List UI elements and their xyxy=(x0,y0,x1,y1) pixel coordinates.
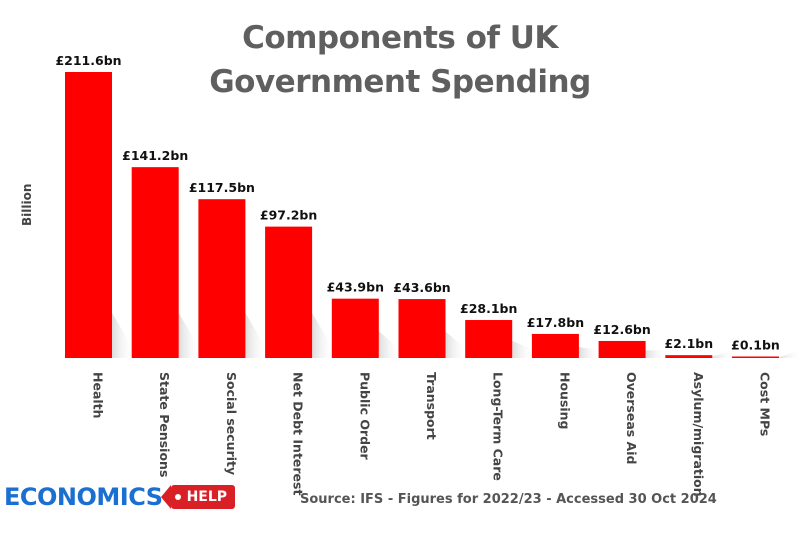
bar-value-label: £12.6bn xyxy=(593,322,650,337)
logo-text: ECONOMICS xyxy=(4,483,163,511)
x-tick-label: State Pensions xyxy=(157,372,172,477)
bar-value-label: £117.5bn xyxy=(189,180,255,195)
chart-title-line-2: Government Spending xyxy=(209,64,591,100)
economics-help-logo: ECONOMICS HELP xyxy=(4,482,236,512)
bar-value-label: £2.1bn xyxy=(664,336,713,351)
source-note: Source: IFS - Figures for 2022/23 - Acce… xyxy=(300,492,717,507)
bar-value-label: £0.1bn xyxy=(731,338,780,353)
bar-value-label: £17.8bn xyxy=(527,315,584,330)
bar-shadow xyxy=(578,347,601,358)
bar-social-security xyxy=(198,199,246,358)
bar-net-debt-interest xyxy=(265,226,313,358)
bar-value-label: £97.2bn xyxy=(260,208,317,223)
bar-public-order xyxy=(331,298,379,358)
bar-cost-mps xyxy=(732,356,779,358)
bar-asylum-migration xyxy=(665,355,713,358)
x-tick-label: Overseas Aid xyxy=(624,372,639,464)
x-tick-label: Long-Term Care xyxy=(491,372,506,481)
bar-long-term-care xyxy=(465,320,513,358)
bar-shadow xyxy=(312,313,335,358)
bar-shadow xyxy=(178,313,201,358)
bar-value-label: £28.1bn xyxy=(460,301,517,316)
bar-value-label: £211.6bn xyxy=(55,53,121,68)
bar-shadow xyxy=(712,350,735,358)
bar-overseas-aid xyxy=(598,340,646,358)
x-tick-label: Housing xyxy=(557,372,572,430)
x-tick-label: Net Debt Interest xyxy=(291,372,306,495)
chart-title-line-1: Components of UK xyxy=(242,20,558,56)
bar-value-label: £141.2bn xyxy=(122,148,188,163)
bar-shadow xyxy=(645,350,668,358)
bar-state-pensions xyxy=(131,167,179,358)
x-tick-label: Transport xyxy=(424,372,439,440)
x-tick-label: Social security xyxy=(224,372,239,475)
x-tick-label: Cost MPs xyxy=(758,372,773,436)
bar-value-label: £43.6bn xyxy=(393,280,450,295)
bar-shadow xyxy=(445,331,468,358)
bar-shadow xyxy=(512,340,535,358)
x-tick-label: Health xyxy=(91,372,106,419)
x-tick-label: Asylum/migration xyxy=(691,372,706,497)
bar-health xyxy=(65,72,112,358)
bar-shadow xyxy=(245,313,268,358)
bar-shadow xyxy=(112,313,134,358)
bar-transport xyxy=(398,299,446,358)
bar-shadow xyxy=(779,350,800,358)
bar-housing xyxy=(531,333,579,358)
bar-shadow xyxy=(378,331,401,358)
bar-value-label: £43.9bn xyxy=(327,280,384,295)
x-tick-label: Public Order xyxy=(357,372,372,461)
logo-tag: HELP xyxy=(160,485,236,509)
